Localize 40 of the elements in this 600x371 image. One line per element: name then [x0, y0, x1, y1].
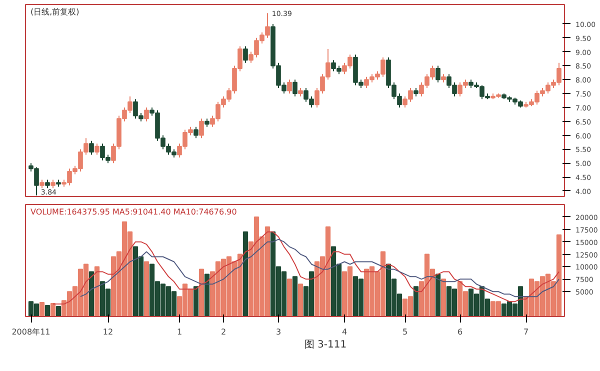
bar: [39, 302, 45, 316]
bar: [50, 303, 56, 316]
candlestick: [194, 126, 198, 139]
x-tick-label: 6: [457, 328, 463, 336]
candlestick: [287, 79, 292, 94]
candlestick: [292, 79, 298, 97]
bar: [56, 306, 62, 316]
bar: [435, 274, 441, 316]
x-tick-label: 2: [220, 328, 226, 336]
candlestick: [94, 143, 100, 156]
bar: [88, 271, 94, 316]
candlestick: [243, 46, 248, 64]
chart-title: (日线,前复权): [30, 8, 80, 16]
bar: [193, 286, 199, 316]
candlestick: [144, 106, 149, 122]
annotation: VOLUME:164375.95 MA5:91041.40 MA10:74676.90: [30, 208, 237, 216]
candlestick: [89, 140, 94, 156]
bar: [204, 274, 210, 316]
bar: [144, 261, 150, 316]
bar: [94, 266, 100, 316]
bar: [440, 278, 446, 316]
candlestick: [199, 118, 204, 139]
bar: [413, 286, 419, 316]
x-tick-label: 12: [102, 328, 114, 336]
bar: [242, 231, 248, 316]
x-tick-label: 2008年11: [12, 328, 50, 336]
x-tick-label: 3: [276, 328, 282, 336]
bar: [44, 305, 50, 316]
bar: [286, 278, 292, 316]
caption: 图 3-111: [304, 340, 347, 350]
bar: [298, 284, 304, 316]
bar: [198, 268, 204, 316]
bar: [292, 276, 298, 316]
line-series: [52, 231, 560, 305]
line-series: [80, 238, 560, 298]
x-tick-label: 5: [402, 328, 408, 336]
x-tick-label: 4: [342, 328, 348, 336]
candlestick: [436, 65, 440, 83]
x-tick-label: 1: [176, 328, 182, 336]
x-tick-label: 7: [523, 328, 529, 336]
